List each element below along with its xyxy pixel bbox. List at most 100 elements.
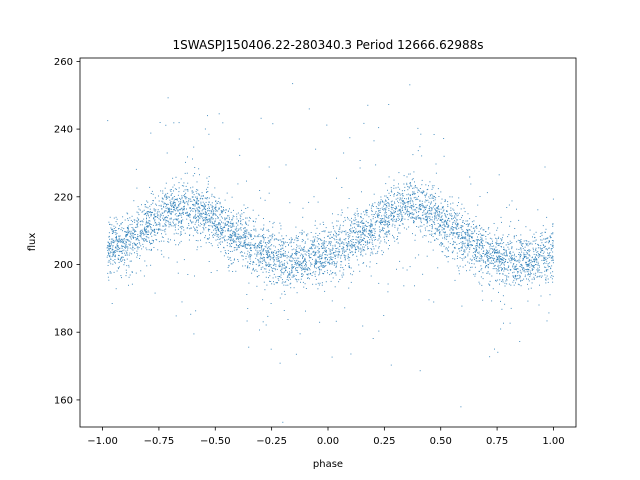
scatter-point — [407, 203, 409, 205]
scatter-point — [362, 227, 364, 228]
scatter-point — [423, 206, 425, 208]
scatter-point — [165, 228, 167, 230]
scatter-point — [194, 167, 196, 168]
scatter-point — [547, 237, 549, 239]
scatter-point — [336, 220, 338, 222]
scatter-point — [509, 252, 511, 254]
scatter-point — [225, 252, 227, 254]
scatter-point — [547, 252, 548, 254]
scatter-point — [356, 239, 358, 241]
scatter-point — [530, 287, 532, 289]
scatter-point — [309, 273, 311, 275]
scatter-point — [119, 241, 121, 243]
scatter-point — [203, 217, 205, 218]
scatter-point — [415, 204, 417, 205]
scatter-point — [528, 269, 530, 270]
scatter-point — [229, 246, 231, 248]
scatter-point — [485, 231, 487, 233]
scatter-point — [273, 283, 275, 285]
scatter-point — [371, 240, 373, 242]
scatter-point — [139, 221, 141, 223]
scatter-point — [521, 243, 523, 245]
scatter-point — [279, 297, 281, 299]
scatter-point — [248, 282, 250, 284]
scatter-point — [404, 198, 405, 199]
scatter-point — [186, 211, 188, 213]
scatter-point — [400, 211, 402, 213]
scatter-point — [380, 221, 382, 223]
scatter-point — [248, 267, 250, 269]
scatter-point — [401, 199, 403, 201]
scatter-point — [491, 262, 493, 264]
scatter-point — [370, 207, 372, 209]
scatter-point — [359, 232, 361, 233]
scatter-point — [508, 243, 510, 245]
scatter-point — [434, 214, 436, 216]
scatter-point — [128, 266, 130, 268]
scatter-point — [187, 189, 189, 191]
scatter-point — [218, 113, 220, 115]
scatter-point — [170, 214, 172, 215]
scatter-point — [338, 233, 340, 235]
scatter-point — [338, 254, 340, 256]
scatter-point — [245, 208, 247, 209]
scatter-point — [303, 268, 305, 269]
scatter-point — [154, 216, 156, 218]
scatter-point — [394, 215, 395, 217]
scatter-point — [537, 270, 539, 272]
scatter-point — [150, 212, 152, 213]
scatter-point — [278, 239, 280, 241]
scatter-point — [231, 226, 233, 228]
scatter-point — [532, 269, 534, 270]
scatter-point — [230, 237, 232, 239]
scatter-point — [295, 252, 297, 254]
scatter-point — [144, 227, 145, 229]
scatter-point — [361, 222, 363, 224]
scatter-point — [172, 207, 174, 208]
scatter-point — [284, 252, 286, 254]
scatter-point — [454, 236, 456, 238]
scatter-point — [250, 234, 252, 236]
scatter-point — [363, 211, 365, 213]
scatter-point — [157, 232, 159, 234]
scatter-point — [165, 206, 167, 208]
scatter-point — [182, 211, 184, 213]
scatter-point — [519, 260, 521, 262]
scatter-point — [217, 244, 219, 246]
scatter-point — [249, 218, 251, 219]
scatter-point — [323, 262, 325, 264]
scatter-point — [444, 219, 446, 221]
scatter-point — [369, 239, 371, 241]
scatter-point — [337, 220, 339, 222]
scatter-point — [279, 263, 281, 265]
scatter-point — [207, 219, 209, 221]
scatter-point — [162, 225, 164, 227]
scatter-point — [552, 281, 554, 283]
scatter-point — [388, 224, 389, 226]
scatter-point — [263, 239, 265, 241]
scatter-point — [190, 187, 192, 189]
scatter-point — [228, 259, 230, 260]
scatter-point — [211, 205, 213, 207]
scatter-point — [533, 273, 535, 275]
scatter-point — [112, 238, 114, 240]
scatter-point — [334, 286, 336, 288]
scatter-point — [151, 235, 153, 237]
scatter-point — [201, 212, 203, 214]
scatter-point — [534, 274, 536, 276]
scatter-point — [150, 204, 152, 206]
scatter-point — [403, 285, 405, 287]
scatter-point — [548, 240, 550, 242]
scatter-point — [186, 172, 188, 174]
scatter-point — [494, 250, 496, 252]
scatter-point — [360, 239, 362, 241]
scatter-point — [471, 266, 473, 268]
scatter-point — [459, 226, 461, 228]
scatter-point — [212, 218, 214, 220]
scatter-point — [362, 250, 364, 252]
scatter-point — [312, 242, 314, 244]
scatter-point — [196, 220, 197, 222]
scatter-point — [277, 278, 279, 280]
scatter-point — [243, 242, 245, 244]
scatter-point — [364, 214, 366, 216]
